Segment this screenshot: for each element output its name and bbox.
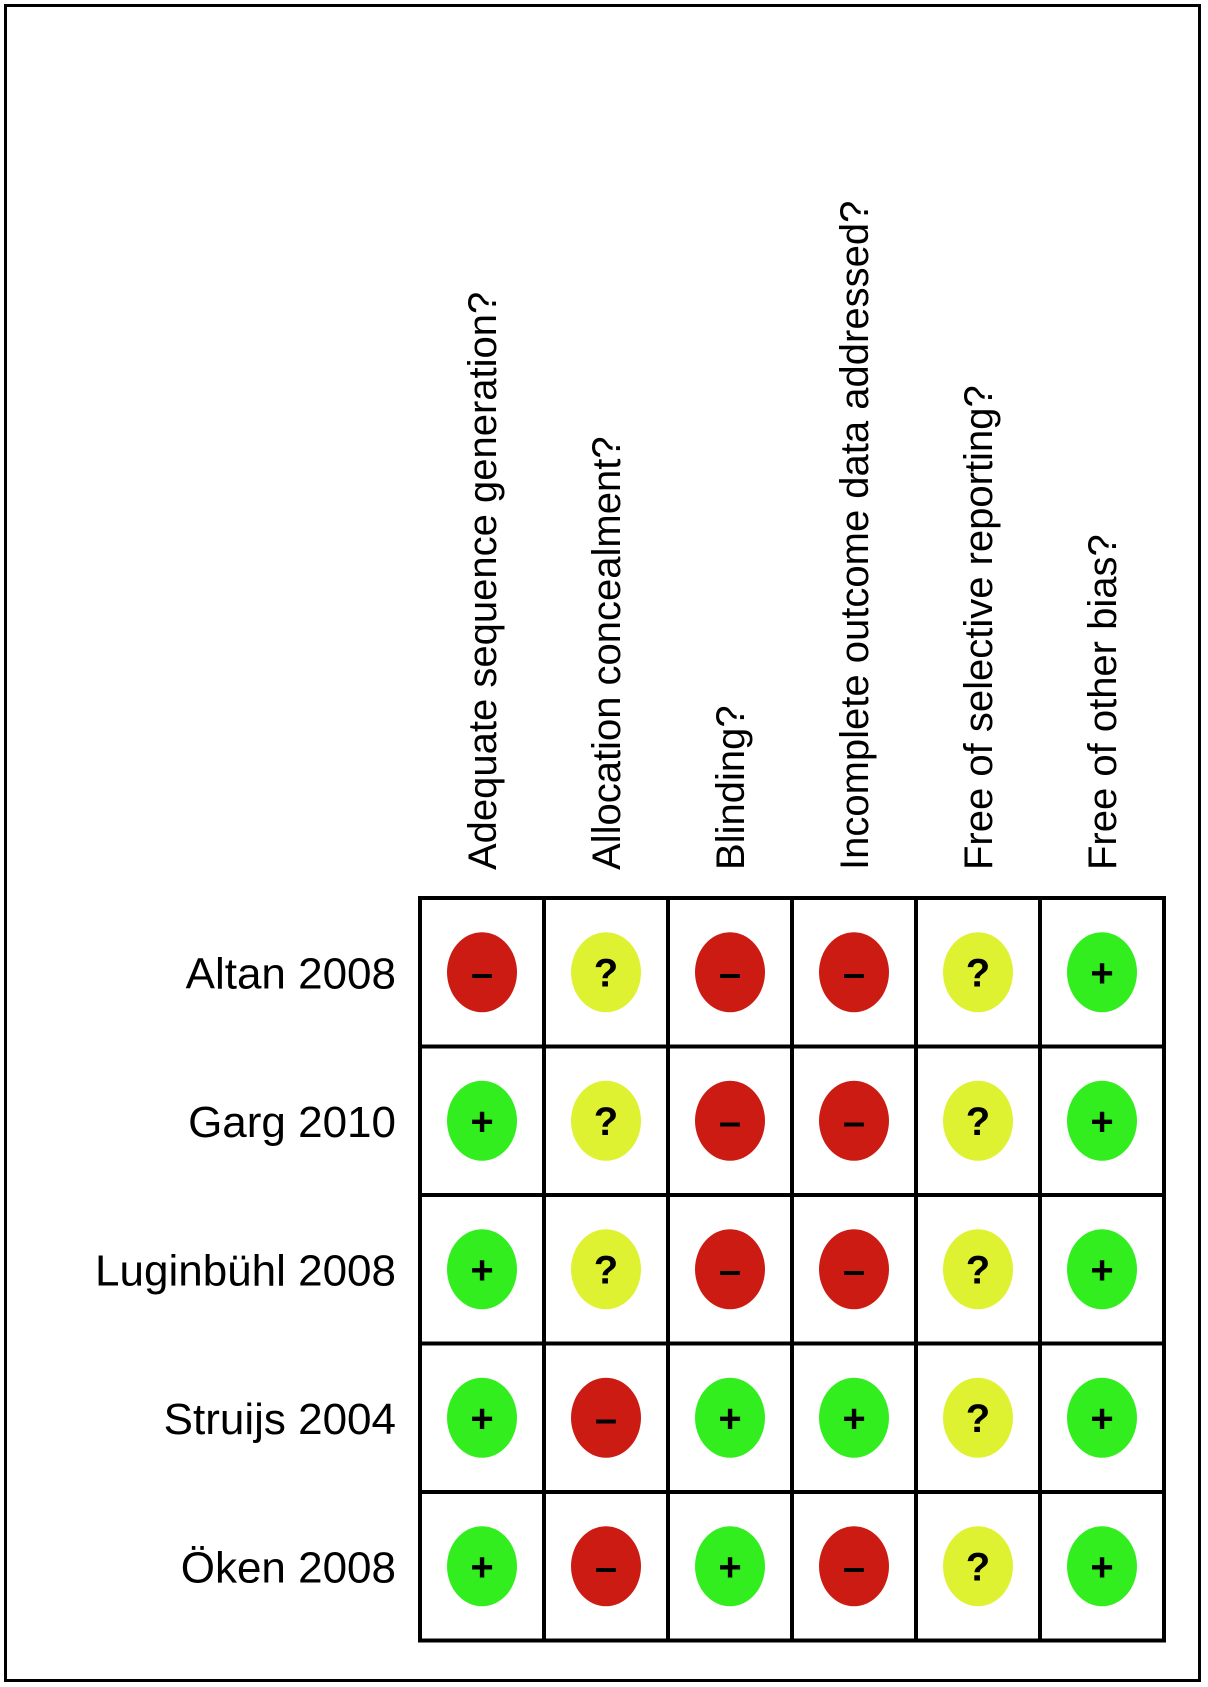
judgement-symbol: ?: [966, 951, 990, 995]
judgement-symbol: ?: [966, 1397, 990, 1441]
judgement-mark: [447, 1377, 517, 1458]
judgement-mark: [1067, 1080, 1137, 1161]
judgement-symbol: ?: [594, 1100, 618, 1144]
judgement-symbol: +: [842, 1397, 865, 1441]
judgement-symbol: –: [719, 951, 741, 995]
study-label: Luginbühl 2008: [95, 1246, 396, 1295]
judgement-symbol: +: [1090, 1397, 1113, 1441]
judgement-mark: [1067, 1526, 1137, 1607]
judgement-mark: [695, 1229, 765, 1310]
judgement-mark: [943, 1229, 1013, 1310]
judgement-symbol: –: [471, 951, 493, 995]
judgement-mark: [447, 1080, 517, 1161]
judgement-symbol: –: [843, 1248, 865, 1292]
judgement-mark: [447, 1526, 517, 1607]
study-label: Struijs 2004: [164, 1395, 396, 1444]
judgement-mark: [943, 932, 1013, 1013]
judgement-symbol: –: [843, 1100, 865, 1144]
judgement-symbol: +: [470, 1248, 493, 1292]
judgement-symbol: –: [595, 1545, 617, 1589]
column-header: Free of selective reporting?: [957, 385, 1001, 870]
judgement-symbol: +: [470, 1545, 493, 1589]
judgement-mark: [571, 1080, 641, 1161]
study-label: Garg 2010: [188, 1098, 396, 1147]
judgement-mark: [695, 1377, 765, 1458]
judgement-mark: [695, 1526, 765, 1607]
judgement-symbol: ?: [966, 1545, 990, 1589]
judgement-symbol: ?: [594, 951, 618, 995]
judgement-symbol: ?: [594, 1248, 618, 1292]
column-header: Blinding?: [709, 705, 753, 870]
judgement-mark: [571, 1377, 641, 1458]
column-header: Allocation concealment?: [585, 436, 629, 870]
judgement-symbol: +: [718, 1397, 741, 1441]
judgement-mark: [819, 1229, 889, 1310]
column-headers: Adequate sequence generation? Allocation …: [461, 201, 1125, 870]
judgement-mark: [447, 1229, 517, 1310]
judgement-mark: [819, 1080, 889, 1161]
judgement-symbol: +: [1090, 951, 1113, 995]
judgement-symbol: +: [470, 1397, 493, 1441]
judgement-mark: [571, 1229, 641, 1310]
column-header: Adequate sequence generation?: [461, 292, 505, 870]
judgement-mark: [695, 1080, 765, 1161]
study-label: Altan 2008: [186, 949, 396, 998]
judgement-symbol: +: [718, 1545, 741, 1589]
judgement-mark: [1067, 1377, 1137, 1458]
column-header: Incomplete outcome data addressed?: [833, 201, 877, 870]
judgement-symbol: ?: [966, 1248, 990, 1292]
figure-frame: [4, 4, 1201, 1682]
judgement-symbol: –: [843, 951, 865, 995]
column-header: Free of other bias?: [1081, 534, 1125, 870]
judgement-symbol: –: [843, 1545, 865, 1589]
judgement-symbol: +: [1090, 1248, 1113, 1292]
judgement-mark: [819, 1377, 889, 1458]
judgement-marks: –? – –? + +? – –? + +? – –? + + – + +? + + – + –? +: [447, 932, 1137, 1607]
judgement-symbol: –: [719, 1248, 741, 1292]
judgement-mark: [943, 1377, 1013, 1458]
judgement-mark: [447, 932, 517, 1013]
judgement-mark: [1067, 1229, 1137, 1310]
study-labels: Altan 2008 Garg 2010 Luginbühl 2008 Struijs…: [95, 949, 396, 1592]
judgement-symbol: –: [719, 1100, 741, 1144]
judgement-symbol: ?: [966, 1100, 990, 1144]
judgement-grid: [418, 896, 1166, 1643]
judgement-mark: [819, 932, 889, 1013]
judgement-symbol: +: [1090, 1545, 1113, 1589]
judgement-mark: [571, 1526, 641, 1607]
judgement-symbol: +: [1090, 1100, 1113, 1144]
judgement-symbol: –: [595, 1397, 617, 1441]
judgement-mark: [943, 1526, 1013, 1607]
judgement-symbol: +: [470, 1100, 493, 1144]
judgement-mark: [819, 1526, 889, 1607]
judgement-mark: [943, 1080, 1013, 1161]
judgement-mark: [695, 932, 765, 1013]
judgement-mark: [571, 932, 641, 1013]
study-label: Öken 2008: [181, 1543, 396, 1592]
judgement-mark: [1067, 932, 1137, 1013]
